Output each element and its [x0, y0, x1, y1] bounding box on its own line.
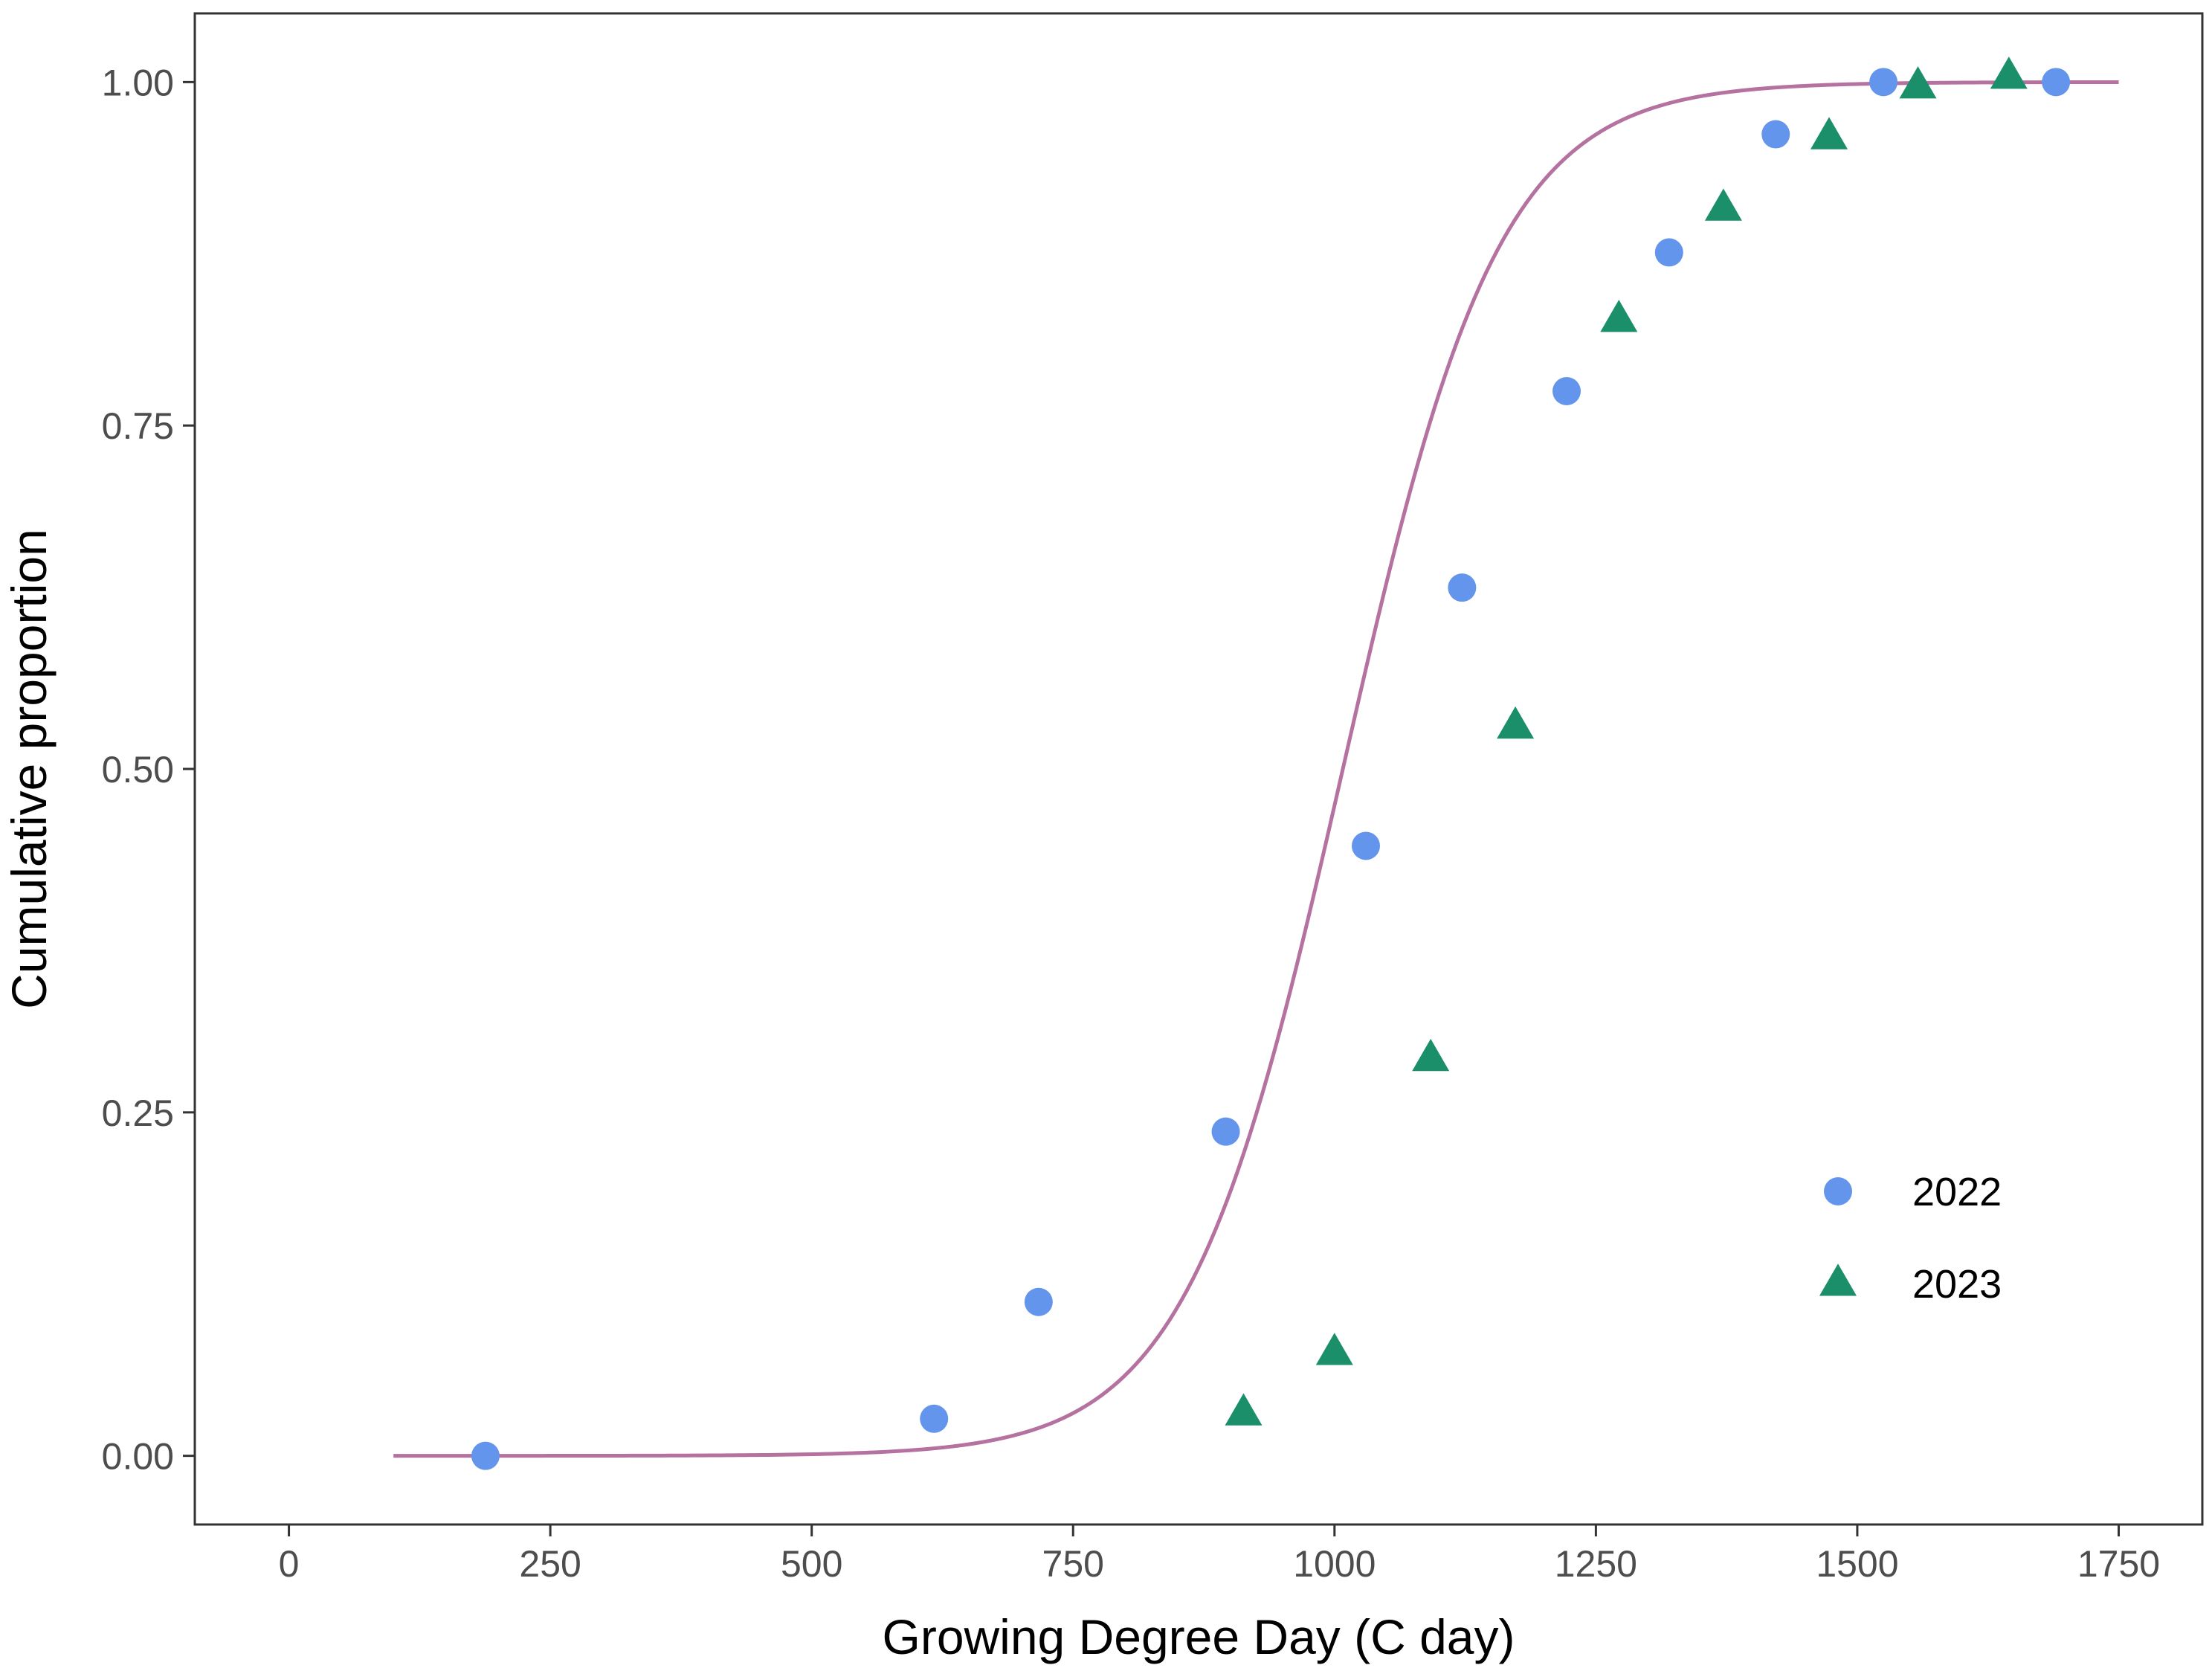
y-tick-label: 1.00 [102, 62, 174, 103]
data-point-2023 [1225, 1393, 1263, 1426]
fitted-curve-line [393, 80, 2119, 1458]
x-tick-label: 500 [781, 1543, 842, 1585]
x-axis-ticks: 0 250 500 750 1000 1250 1500 1750 [279, 1524, 2160, 1585]
data-point-2022 [920, 1404, 949, 1433]
y-tick-label: 0.00 [102, 1436, 174, 1478]
y-axis-title: Cumulative proportion [1, 529, 57, 1009]
legend-key-2022 [1824, 1177, 1852, 1205]
y-tick-label: 0.25 [102, 1092, 174, 1134]
data-point-2023 [1810, 117, 1848, 149]
data-point-2022 [471, 1441, 500, 1470]
x-tick-label: 1250 [1555, 1543, 1637, 1585]
x-tick-label: 1500 [1816, 1543, 1898, 1585]
data-point-2022 [1761, 120, 1790, 149]
data-point-2022 [2042, 68, 2071, 97]
data-point-2022 [1552, 377, 1581, 405]
y-tick-label: 0.75 [102, 405, 174, 447]
data-point-2023 [1315, 1333, 1353, 1365]
data-point-2022 [1211, 1117, 1240, 1146]
x-tick-label: 0 [279, 1543, 300, 1585]
data-point-2023 [1600, 300, 1638, 332]
data-point-2022 [1869, 68, 1898, 97]
x-tick-label: 750 [1042, 1543, 1104, 1585]
x-tick-label: 1000 [1293, 1543, 1376, 1585]
data-point-2023 [1412, 1038, 1450, 1072]
data-points-layer [471, 57, 2071, 1470]
fitted-curve-layer [393, 80, 2119, 1458]
legend-key-2023 [1819, 1263, 1857, 1296]
y-axis-ticks: 0.00 0.25 0.50 0.75 1.00 [102, 62, 195, 1478]
data-point-2023 [1497, 706, 1535, 739]
x-axis-title: Growing Degree Day (C day) [883, 1609, 1515, 1664]
legend-label-2023: 2023 [1912, 1262, 2002, 1307]
data-point-2023 [1990, 57, 2028, 89]
data-point-2022 [1448, 573, 1477, 602]
data-point-2022 [1352, 831, 1380, 860]
plot-panel-border [193, 12, 2204, 1526]
data-point-2023 [1899, 66, 1937, 99]
x-tick-label: 250 [519, 1543, 581, 1585]
data-point-2023 [1704, 188, 1742, 221]
legend-label-2022: 2022 [1912, 1170, 2002, 1214]
data-point-2022 [1654, 238, 1683, 267]
data-point-2022 [1024, 1287, 1053, 1316]
y-tick-label: 0.50 [102, 749, 174, 791]
legend: 2022 2023 [1819, 1170, 2002, 1307]
x-tick-label: 1750 [2077, 1543, 2160, 1585]
